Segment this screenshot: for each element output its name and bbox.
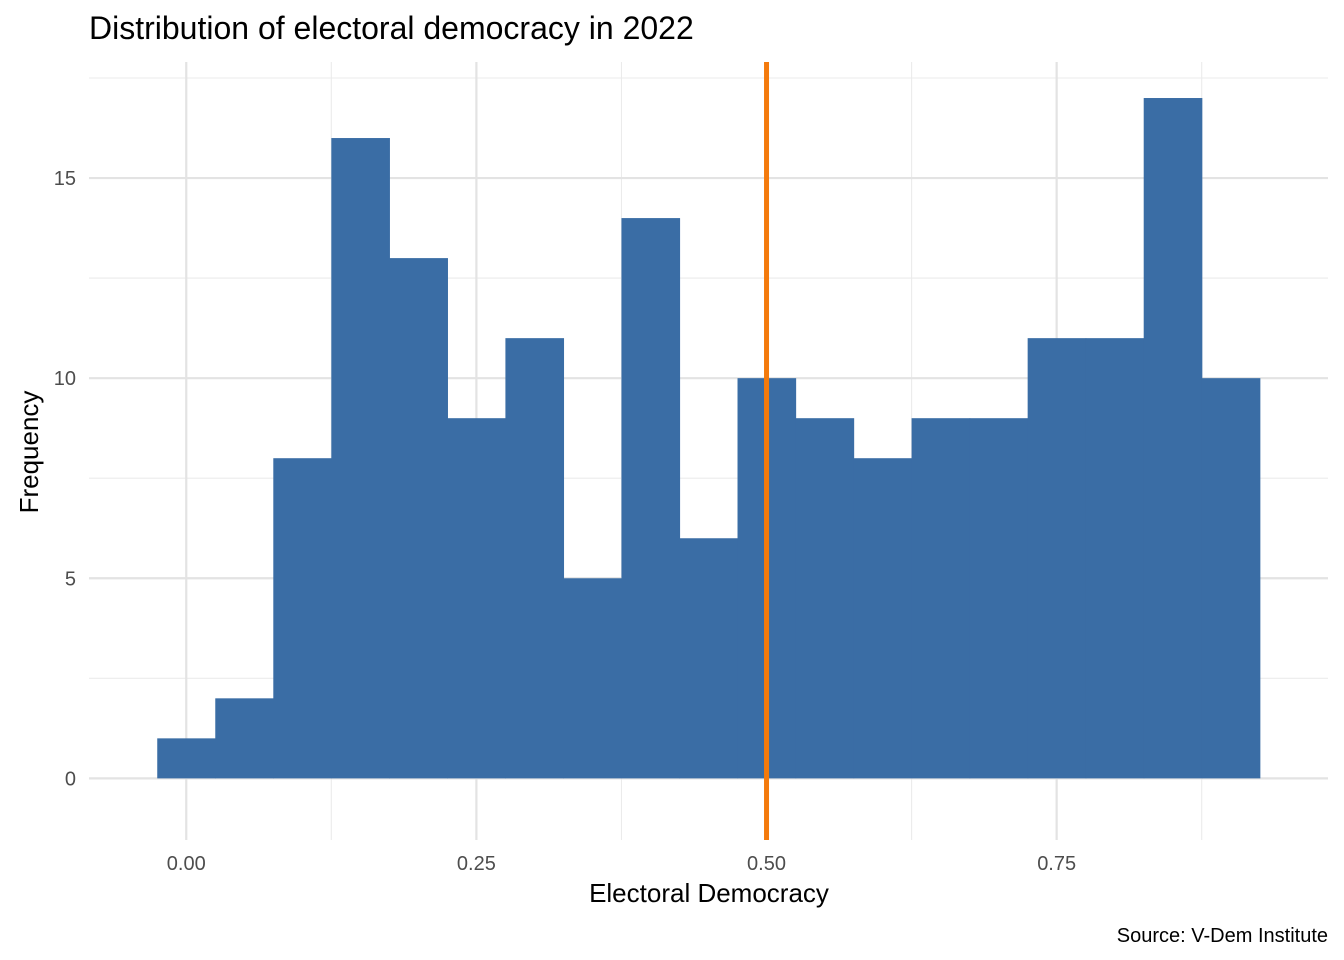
histogram-bar [157,738,216,779]
histogram-bar [447,418,507,779]
histogram-bar [795,418,855,779]
y-tick-label: 5 [65,568,76,590]
histogram-bar [215,698,274,779]
histogram-bar [505,338,565,779]
histogram-bar [1027,338,1087,779]
histogram-bar [1201,378,1261,779]
y-tick-label: 15 [54,168,76,190]
histogram-bar [273,458,332,779]
x-tick-label: 0.50 [747,853,786,875]
chart-title: Distribution of electoral democracy in 2… [89,10,694,46]
x-tick-label: 0.00 [167,853,206,875]
histogram-bar [969,418,1029,779]
histogram-bar [853,458,913,779]
histogram-bar [1085,338,1145,779]
histogram-bar [1143,98,1203,779]
histogram-bar [331,138,390,779]
histogram-bar [389,258,448,779]
histogram-bar [621,218,681,779]
y-axis-title: Frequency [14,391,44,514]
x-tick-label: 0.75 [1037,853,1076,875]
source-caption: Source: V-Dem Institute [1117,925,1328,947]
x-axis-title: Electoral Democracy [589,878,829,908]
histogram-bar [911,418,971,779]
y-tick-label: 0 [65,768,76,790]
y-tick-label: 10 [54,368,76,390]
tick-labels: 0.00 0.25 0.50 0.75 0 5 10 15 [54,168,1076,875]
x-tick-label: 0.25 [457,853,496,875]
histogram-bar [679,538,739,779]
histogram-bars [157,98,1261,779]
histogram-bar [563,578,623,779]
